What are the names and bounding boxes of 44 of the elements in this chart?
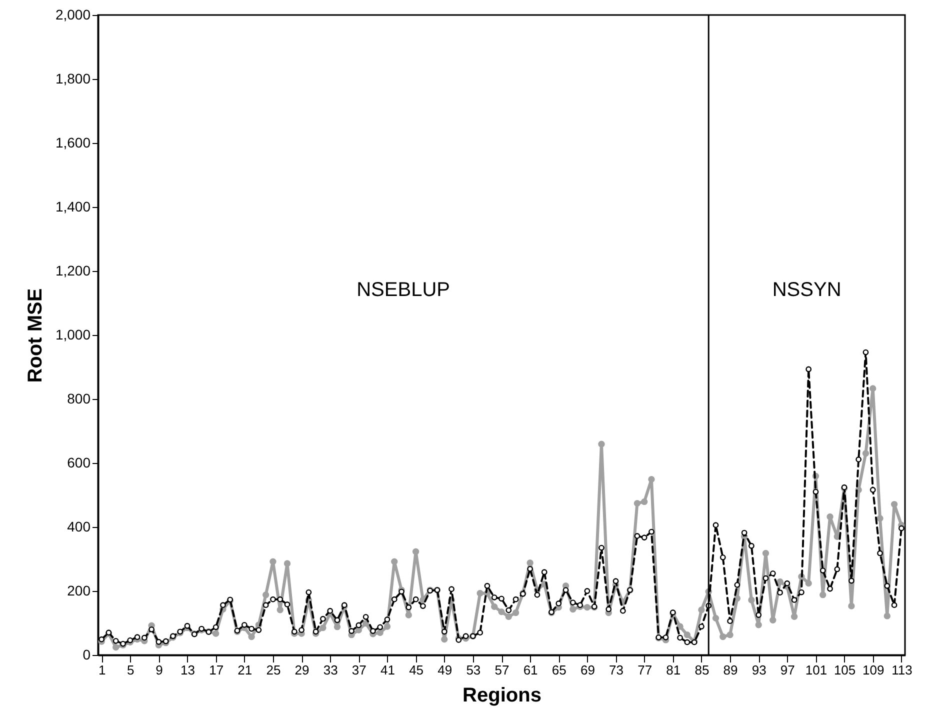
x-tick-label: 9 [156, 662, 163, 678]
x-tick-label: 89 [723, 662, 738, 678]
y-tick-label: 200 [67, 582, 91, 598]
x-tick-label: 85 [694, 662, 710, 678]
x-tick-label: 109 [862, 662, 884, 678]
x-tick-label: 5 [127, 662, 134, 678]
x-tick-label: 65 [552, 662, 566, 678]
y-tick-label: 1,200 [55, 262, 91, 278]
x-tick-label: 25 [266, 662, 281, 678]
y-tick-label: 800 [67, 390, 91, 406]
x-tick-label: 81 [666, 662, 681, 678]
x-tick-label: 29 [294, 662, 310, 678]
y-tick-label: 1,000 [55, 326, 91, 342]
x-tick-label: 73 [609, 662, 624, 678]
x-tick-label: 17 [209, 662, 224, 678]
x-tick-label: 61 [523, 662, 538, 678]
annotation: NSEBLUP [356, 279, 450, 302]
x-tick-label: 77 [638, 662, 652, 678]
y-tick-label: 400 [67, 518, 91, 534]
x-axis-title: Regions [462, 684, 542, 706]
x-tick-label: 21 [238, 662, 252, 678]
x-tick-label: 45 [409, 662, 424, 678]
x-tick-label: 49 [438, 662, 452, 678]
y-axis-title: Root MSE [24, 288, 46, 383]
y-tick-label: 600 [67, 454, 91, 470]
x-tick-label: 105 [834, 662, 856, 678]
x-tick-label: 1 [98, 662, 106, 678]
x-tick-label: 33 [323, 662, 338, 678]
x-tick-label: 57 [494, 662, 510, 678]
x-tick-label: 37 [352, 662, 366, 678]
x-tick-label: 93 [752, 662, 766, 678]
y-tick-label: 1,400 [55, 198, 91, 214]
y-tick-label: 0 [82, 646, 91, 662]
x-tick-label: 113 [892, 662, 912, 678]
annotation: NSSYN [772, 279, 842, 302]
x-tick-label: 101 [805, 662, 828, 678]
x-tick-label: 13 [180, 662, 196, 678]
x-tick-label: 97 [780, 662, 795, 678]
y-tick-label: 1,800 [55, 70, 91, 86]
x-tick-label: 69 [580, 662, 595, 678]
x-tick-label: 53 [466, 662, 481, 678]
y-tick-label: 1,600 [55, 134, 91, 150]
y-tick-label: 2,000 [55, 6, 91, 22]
x-tick-label: 41 [380, 662, 395, 678]
